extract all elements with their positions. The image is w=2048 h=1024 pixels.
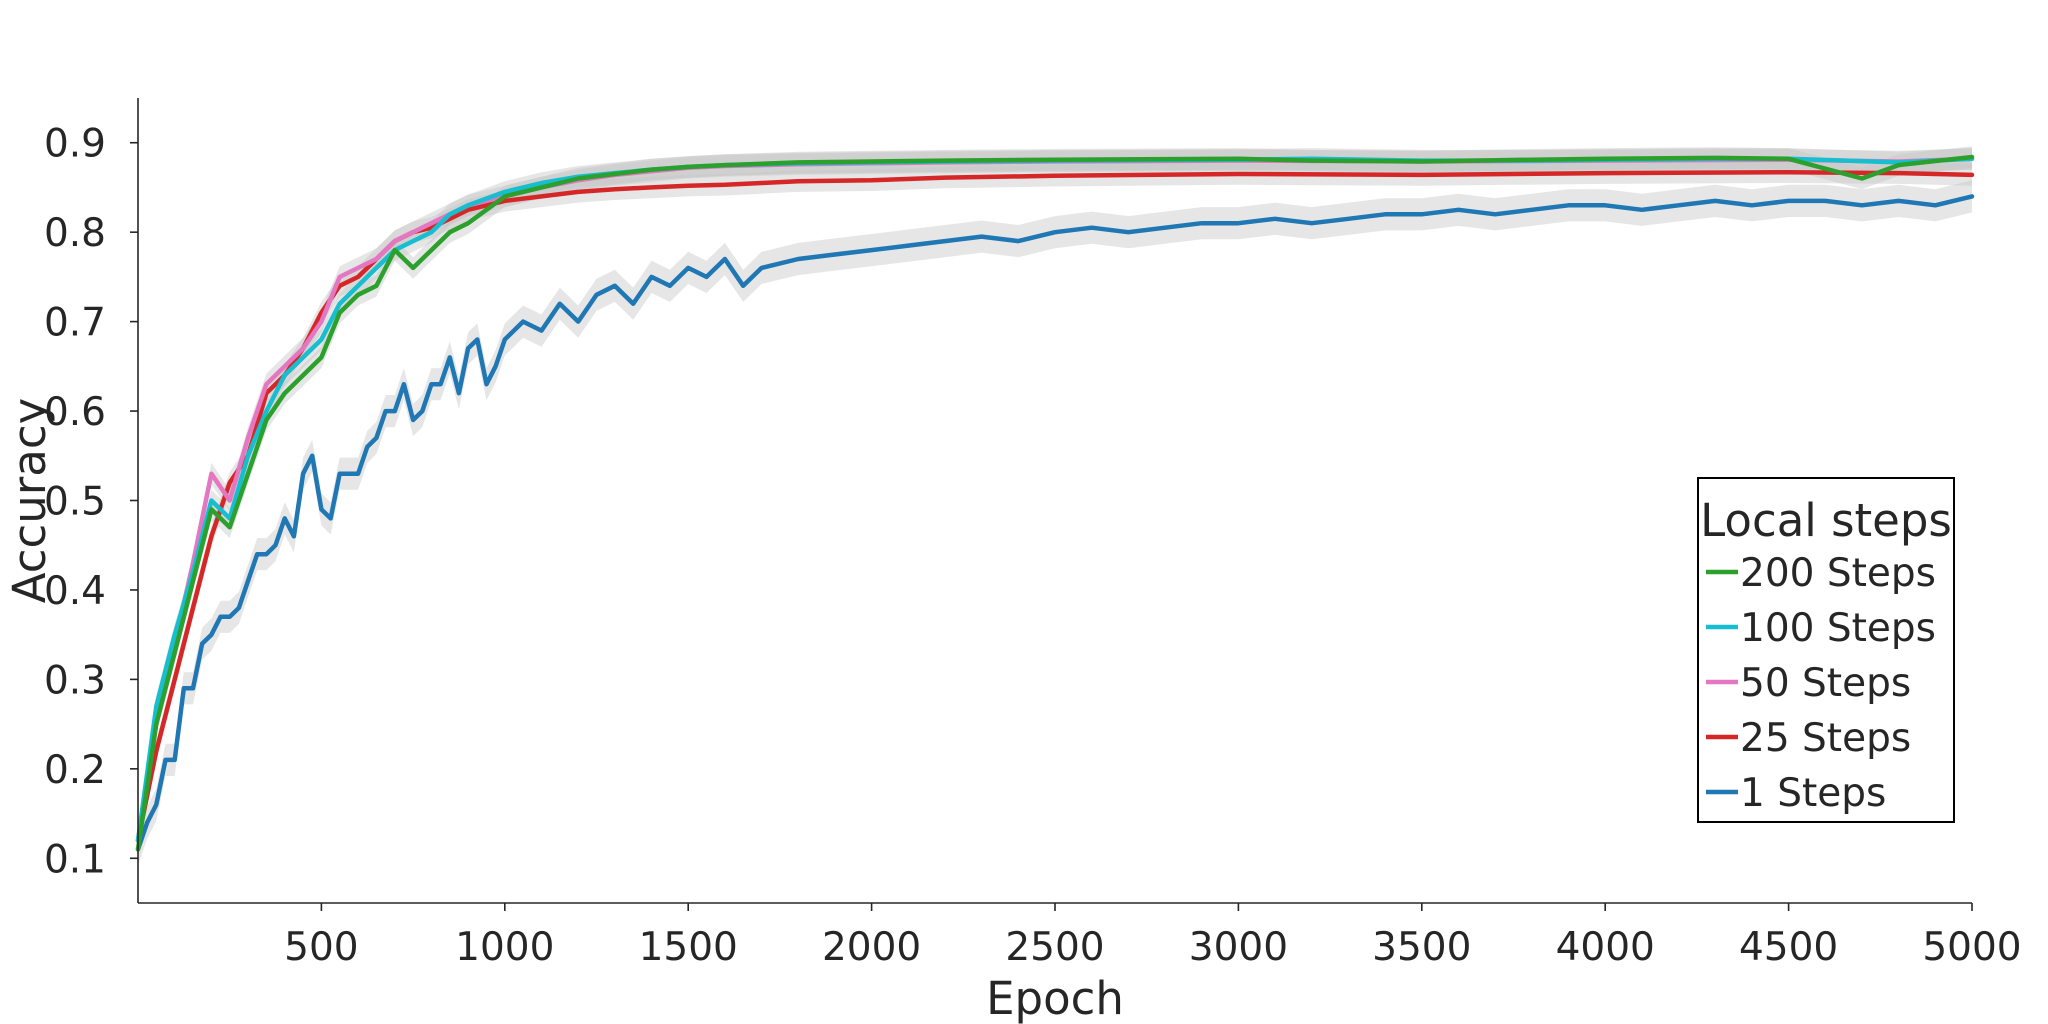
y-tick-label: 0.9 bbox=[44, 122, 106, 167]
legend-title: Local steps bbox=[1700, 494, 1952, 547]
legend-label-200-steps: 200 Steps bbox=[1740, 551, 1936, 596]
y-axis-label: Accuracy bbox=[3, 398, 56, 603]
y-tick-label: 0.5 bbox=[44, 480, 106, 525]
y-tick-label: 0.1 bbox=[44, 837, 106, 882]
series-line-1-steps bbox=[135, 194, 1975, 852]
x-tick-label: 500 bbox=[284, 925, 358, 970]
series-line-200-steps bbox=[135, 154, 1975, 852]
y-tick-label: 0.8 bbox=[44, 211, 106, 256]
x-tick-label: 3500 bbox=[1372, 925, 1471, 970]
x-tick-label: 4500 bbox=[1739, 925, 1838, 970]
legend-box bbox=[1697, 477, 1955, 823]
band-200-steps bbox=[138, 146, 1972, 861]
legend-label-50-steps: 50 Steps bbox=[1740, 661, 1911, 706]
x-tick-label: 5000 bbox=[1922, 925, 2021, 970]
x-tick-label: 2000 bbox=[822, 925, 921, 970]
band-100-steps bbox=[138, 148, 1972, 852]
x-tick-label: 3000 bbox=[1189, 925, 1288, 970]
std-bands bbox=[138, 146, 1972, 866]
y-tick-label: 0.7 bbox=[44, 301, 106, 346]
band-50-steps bbox=[138, 148, 1972, 852]
y-tick-label: 0.3 bbox=[44, 658, 106, 703]
y-tick-label: 0.4 bbox=[44, 569, 106, 614]
x-tick-label: 2500 bbox=[1005, 925, 1104, 970]
legend-label-100-steps: 100 Steps bbox=[1740, 606, 1936, 651]
band-1-steps bbox=[138, 180, 1972, 866]
y-tick-label: 0.2 bbox=[44, 748, 106, 793]
legend-label-25-steps: 25 Steps bbox=[1740, 716, 1911, 761]
x-tick-label: 1500 bbox=[639, 925, 738, 970]
legend-label-1-steps: 1 Steps bbox=[1740, 771, 1886, 816]
y-tick-label: 0.6 bbox=[44, 390, 106, 435]
axes: 500 1000 1500 2000 2500 3000 3500 4000 4500 5000 0… bbox=[3, 98, 2022, 1024]
x-axis-label: Epoch bbox=[986, 972, 1124, 1024]
x-tick-label: 4000 bbox=[1556, 925, 1655, 970]
series-lines bbox=[135, 154, 1975, 852]
x-tick-label: 1000 bbox=[455, 925, 554, 970]
